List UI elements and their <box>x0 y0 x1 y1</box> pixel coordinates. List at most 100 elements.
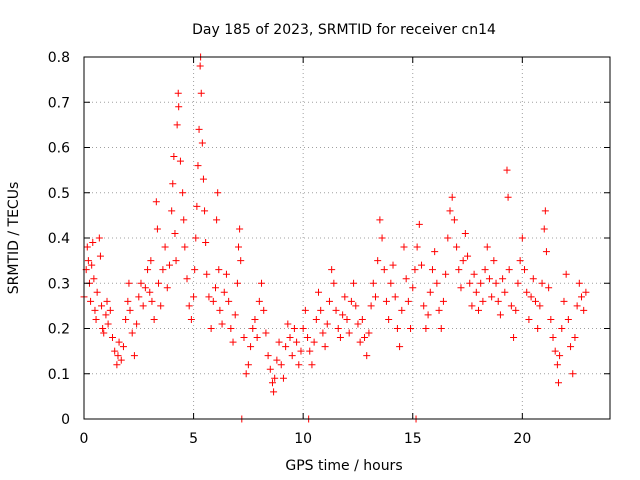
data-point <box>152 198 160 206</box>
data-point <box>461 229 469 237</box>
data-point <box>170 153 178 161</box>
data-point <box>157 302 165 310</box>
data-point <box>88 261 96 269</box>
data-point <box>183 275 191 283</box>
data-point <box>87 297 95 305</box>
data-point <box>148 297 156 305</box>
data-point <box>470 270 478 278</box>
data-point <box>144 266 152 274</box>
data-point <box>122 315 130 323</box>
data-point <box>413 243 421 251</box>
data-point <box>437 325 445 332</box>
data-point <box>279 374 287 382</box>
data-point <box>271 374 279 382</box>
x-tick-label: 0 <box>80 431 89 447</box>
y-tick-label: 0.1 <box>48 367 70 383</box>
data-point <box>115 338 123 346</box>
data-point <box>84 257 92 265</box>
data-point <box>560 297 568 305</box>
data-point <box>496 311 504 319</box>
data-point <box>91 306 99 314</box>
data-point <box>159 266 167 274</box>
data-point <box>212 284 219 292</box>
data-point <box>398 306 406 314</box>
data-point <box>483 243 491 251</box>
data-point <box>356 338 364 346</box>
data-point <box>95 234 103 242</box>
data-point <box>499 275 507 283</box>
data-point <box>180 216 188 224</box>
data-point <box>389 261 397 269</box>
x-axis-label: GPS time / hours <box>285 458 402 474</box>
data-point <box>185 302 193 310</box>
data-point <box>504 193 512 201</box>
data-point <box>464 252 472 260</box>
data-point <box>402 275 410 283</box>
data-point <box>187 315 195 323</box>
data-point <box>578 293 586 301</box>
data-point <box>198 139 206 147</box>
data-point <box>380 266 388 274</box>
data-point <box>215 266 223 274</box>
data-point <box>106 306 114 314</box>
data-point <box>209 297 217 305</box>
data-point <box>253 334 261 342</box>
data-point <box>247 343 255 351</box>
data-point <box>227 325 235 332</box>
data-point <box>505 266 513 274</box>
data-point <box>172 257 180 265</box>
data-point <box>319 329 327 337</box>
data-point <box>264 352 272 360</box>
data-point <box>387 279 395 287</box>
data-point <box>284 320 292 328</box>
data-point <box>233 279 241 287</box>
data-point <box>202 239 210 247</box>
data-point <box>125 279 133 287</box>
data-point <box>179 189 187 197</box>
data-point <box>571 334 579 342</box>
data-point <box>582 288 590 296</box>
data-point <box>220 288 228 296</box>
data-point <box>197 89 205 97</box>
data-point <box>332 306 340 314</box>
data-point <box>444 234 452 242</box>
data-point <box>128 329 136 337</box>
data-point <box>490 257 498 265</box>
data-point <box>542 248 550 256</box>
data-point <box>376 216 384 224</box>
data-point <box>163 284 171 292</box>
data-point <box>523 288 531 296</box>
data-point <box>308 361 316 369</box>
data-point <box>286 334 294 342</box>
data-point <box>512 306 520 314</box>
data-point <box>194 162 202 170</box>
data-point <box>258 279 266 287</box>
data-point <box>165 261 173 269</box>
data-point <box>218 320 226 328</box>
data-point <box>273 356 281 364</box>
data-point <box>525 315 533 323</box>
data-point <box>207 325 215 332</box>
data-point <box>130 352 138 360</box>
x-tick-label: 10 <box>294 431 312 447</box>
data-point <box>195 125 203 133</box>
data-point <box>426 288 434 296</box>
data-point <box>100 329 108 337</box>
data-point <box>459 257 467 265</box>
y-tick-label: 0 <box>61 412 70 428</box>
data-point <box>345 329 353 337</box>
data-point <box>270 388 278 396</box>
data-point <box>545 284 553 292</box>
y-tick-label: 0.8 <box>48 50 70 66</box>
data-point <box>96 252 104 260</box>
data-point <box>352 302 360 310</box>
data-point <box>193 202 201 210</box>
data-point <box>290 325 298 332</box>
data-point <box>174 89 182 97</box>
data-point <box>98 302 106 310</box>
data-point <box>83 243 91 251</box>
data-point <box>146 288 154 296</box>
data-point <box>293 338 301 346</box>
data-point <box>374 257 382 265</box>
